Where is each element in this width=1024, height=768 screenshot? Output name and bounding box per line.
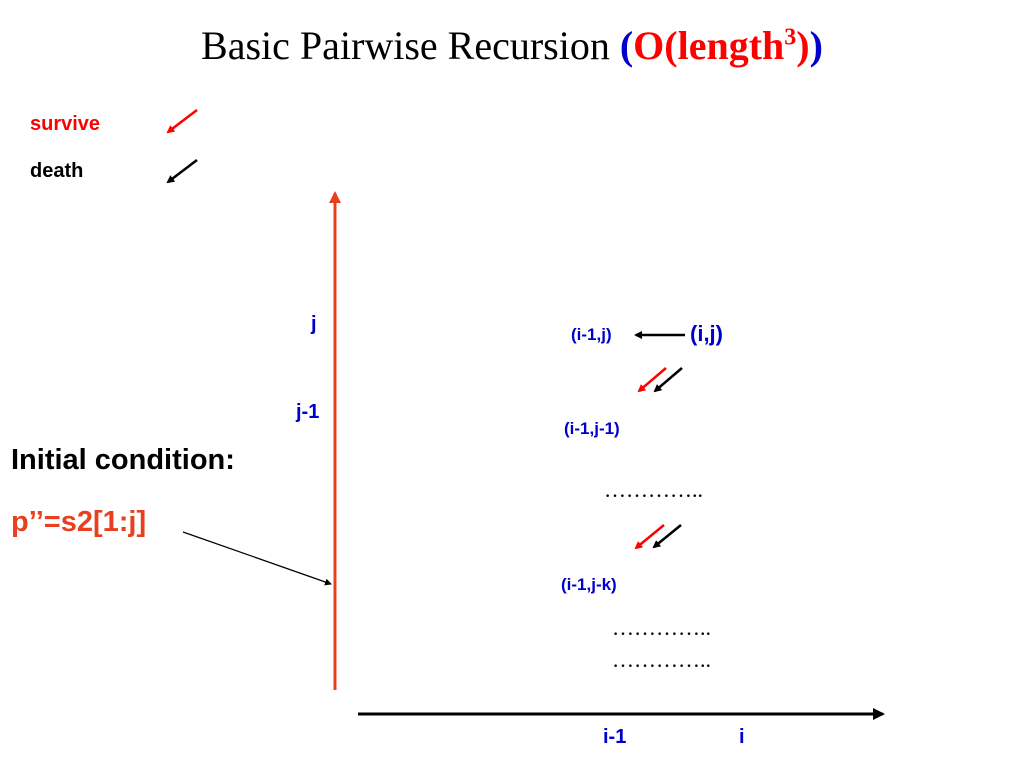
survive-arrow-2 bbox=[634, 524, 665, 550]
cell-i-j: (i,j) bbox=[690, 321, 723, 346]
y-label-j-minus-1: j-1 bbox=[296, 401, 320, 423]
initial-condition-label: Initial condition: bbox=[11, 444, 235, 476]
cell-i1-j1: (i-1,j-1) bbox=[564, 419, 620, 438]
title-close-paren: ) bbox=[809, 23, 823, 68]
x-label-i: i bbox=[739, 726, 745, 748]
initial-condition-value: p’’=s2[1:j] bbox=[11, 506, 147, 538]
title-prefix: Basic Pairwise Recursion bbox=[201, 23, 620, 68]
legend-death-label: death bbox=[30, 160, 84, 182]
cell-i1-jk: (i-1,j-k) bbox=[561, 575, 617, 594]
x-label-i-minus-1: i-1 bbox=[603, 726, 627, 748]
title-complexity: O(length3) bbox=[633, 23, 809, 68]
title-exponent: 3 bbox=[784, 24, 797, 51]
title-complexity-close: ) bbox=[796, 23, 810, 68]
title-open-paren: ( bbox=[619, 23, 634, 68]
title-complexity-base: O(length bbox=[633, 23, 785, 68]
legend-survive-arrow bbox=[166, 109, 198, 134]
ellipsis-3: ………….. bbox=[612, 647, 711, 672]
initial-condition-pointer bbox=[182, 531, 332, 586]
legend-death-arrow bbox=[166, 159, 198, 184]
y-label-j: j bbox=[311, 313, 317, 335]
slide-title: Basic Pairwise Recursion (O(length3)) bbox=[0, 22, 1024, 69]
death-arrow-1 bbox=[653, 367, 683, 393]
death-arrow-2 bbox=[652, 524, 682, 549]
survive-arrow-1 bbox=[637, 367, 667, 393]
cell-i1-j: (i-1,j) bbox=[571, 325, 612, 344]
ellipsis-2: ………….. bbox=[612, 615, 711, 640]
ellipsis-1: ………….. bbox=[604, 477, 703, 502]
legend-survive-label: survive bbox=[30, 113, 101, 135]
